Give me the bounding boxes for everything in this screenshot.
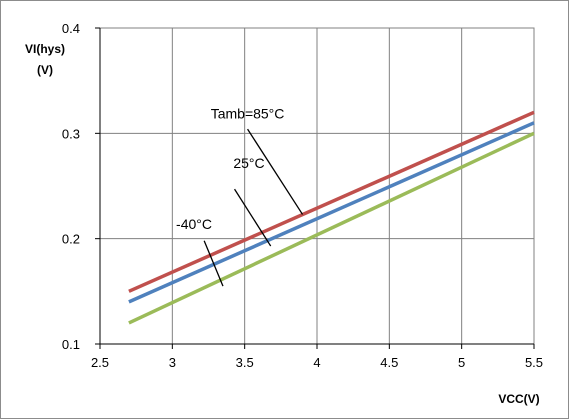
x-tick-label: 4: [313, 355, 320, 370]
grid: [100, 27, 535, 344]
series-label-0: Tamb=85°C: [211, 106, 285, 122]
y-tick-label: 0.3: [62, 126, 80, 141]
annotation-pointer-0: [247, 128, 304, 215]
y-tick-labels: 0.1 0.2 0.3 0.4: [62, 21, 80, 352]
x-tick-labels: 2.5 3 3.5 4 4.5 5 5.5: [91, 355, 543, 370]
axes: [95, 27, 535, 349]
series-line-2: [128, 131, 535, 325]
series-label-1: 25°C: [233, 155, 264, 171]
series-annotations: Tamb=85°C 25°C -40°C: [176, 106, 304, 287]
y-tick-label: 0.4: [62, 21, 80, 36]
annotation-pointer-1: [233, 188, 272, 247]
y-axis-label-line-1: VI(hys): [25, 42, 65, 56]
series-line-0: [128, 110, 535, 293]
series-lines: [128, 110, 535, 325]
series-label-2: -40°C: [176, 216, 212, 232]
x-tick-label: 4.5: [380, 355, 398, 370]
x-tick-label: 5.5: [525, 355, 543, 370]
y-tick-label: 0.1: [62, 337, 80, 352]
x-tick-label: 5: [458, 355, 465, 370]
y-axis-label-line-2: (V): [37, 63, 53, 77]
x-tick-label: 3: [169, 355, 176, 370]
x-tick-label: 3.5: [236, 355, 254, 370]
series-line-1: [128, 121, 535, 304]
x-tick-label: 2.5: [91, 355, 109, 370]
x-axis-label: VCC(V): [498, 392, 539, 406]
y-tick-label: 0.2: [62, 232, 80, 247]
annotation-pointer-2: [203, 240, 224, 287]
